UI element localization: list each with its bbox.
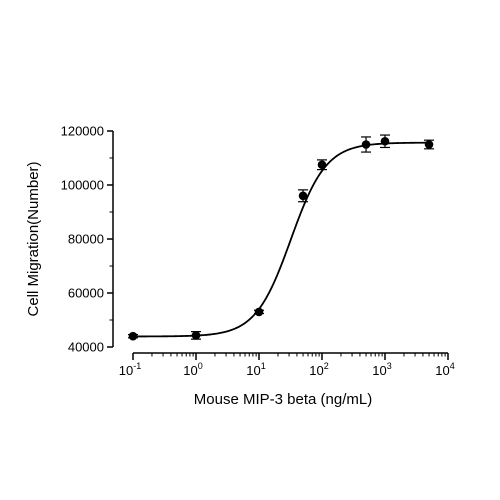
x-tick-label: 10-1 [119,361,141,378]
x-ticks-layer: 10-1 100 101 102 103 104 [119,353,455,378]
data-point [317,159,327,171]
data-points-layer [128,134,435,341]
y-tick-label: 60000 [68,286,104,301]
y-tick-label: 80000 [68,232,104,247]
data-point [254,307,264,317]
y-ticks-layer: 40000 60000 80000 100000 120000 [61,124,113,355]
data-point [191,331,201,340]
data-point [361,136,372,153]
fit-curve [133,141,430,338]
y-tick-label: 100000 [61,178,104,193]
y-tick-label: 40000 [68,340,104,355]
x-tick-label: 101 [246,361,265,378]
data-marker [254,307,264,317]
data-marker [128,331,138,341]
data-point [128,331,138,341]
fit-curve-layer [133,141,430,338]
data-marker [424,140,434,149]
data-marker [317,160,327,170]
x-tick-label: 103 [372,361,391,378]
x-tick-label: 104 [435,361,454,378]
axes-layer [112,131,448,354]
data-marker [298,191,308,201]
x-tick-label: 102 [309,361,328,378]
data-marker [361,140,371,149]
x-tick-label: 100 [183,361,202,378]
data-marker [191,331,201,340]
y-tick-label: 120000 [61,124,104,139]
y-axis-title: Cell Migration(Number) [25,161,42,316]
data-point [424,139,435,150]
data-point [380,134,390,149]
x-axis-title: Mouse MIP-3 beta (ng/mL) [194,391,372,408]
data-point [298,189,309,203]
data-marker [380,136,390,146]
